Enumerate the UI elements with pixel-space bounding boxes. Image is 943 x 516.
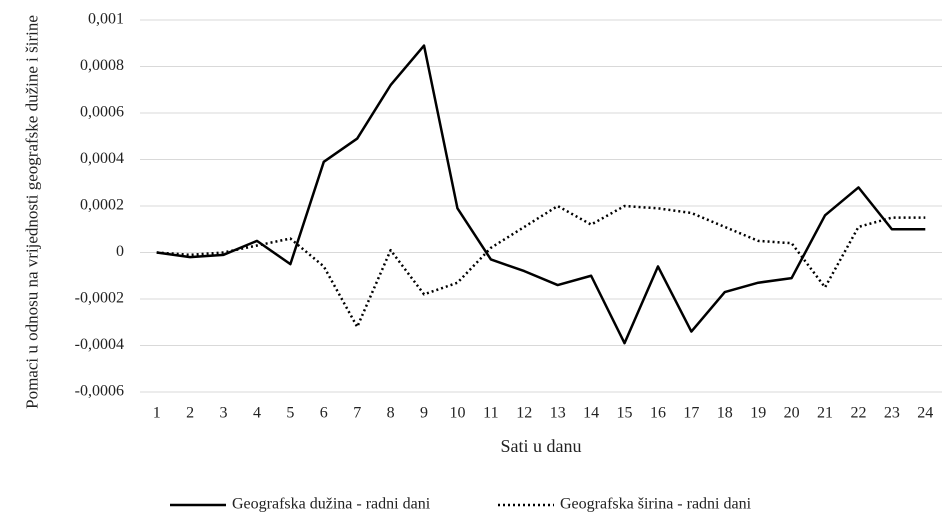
x-tick-label: 3 <box>220 405 228 422</box>
y-tick-label: -0,0004 <box>75 336 124 353</box>
y-tick-label: 0,0008 <box>80 57 124 74</box>
y-tick-label: 0,0006 <box>80 104 124 121</box>
x-tick-label: 20 <box>784 405 800 422</box>
x-tick-label: 5 <box>286 405 294 422</box>
x-tick-label: 22 <box>850 405 866 422</box>
y-tick-label: 0,0004 <box>80 150 124 167</box>
x-tick-label: 6 <box>320 405 328 422</box>
x-tick-label: 23 <box>884 405 900 422</box>
x-axis-title: Sati u danu <box>501 436 582 456</box>
y-tick-label: -0,0002 <box>75 290 124 307</box>
x-tick-label: 11 <box>483 405 498 422</box>
x-tick-label: 12 <box>516 405 532 422</box>
y-tick-label: 0 <box>116 243 124 260</box>
x-tick-label: 9 <box>420 405 428 422</box>
x-tick-label: 19 <box>750 405 766 422</box>
x-tick-label: 1 <box>153 405 161 422</box>
x-tick-label: 18 <box>717 405 733 422</box>
legend-label: Geografska dužina - radni dani <box>232 496 431 513</box>
x-tick-label: 13 <box>550 405 566 422</box>
x-tick-label: 14 <box>583 405 599 422</box>
y-tick-label: 0,0002 <box>80 197 124 214</box>
legend-label: Geografska širina - radni dani <box>560 496 752 513</box>
x-tick-label: 2 <box>186 405 194 422</box>
x-tick-label: 10 <box>449 405 465 422</box>
y-tick-label: 0,001 <box>88 11 124 28</box>
series-line <box>156 204 926 329</box>
x-tick-label: 24 <box>917 405 933 422</box>
x-tick-label: 16 <box>650 405 666 422</box>
x-tick-label: 4 <box>253 405 261 422</box>
x-tick-label: 21 <box>817 405 833 422</box>
x-tick-label: 8 <box>387 405 395 422</box>
x-tick-label: 15 <box>617 405 633 422</box>
x-tick-label: 7 <box>353 405 361 422</box>
series-line <box>156 44 926 345</box>
y-axis-title: Pomaci u odnosu na vrijednosti geografsk… <box>22 15 42 409</box>
x-tick-label: 17 <box>683 405 699 422</box>
y-tick-label: -0,0006 <box>75 383 124 400</box>
